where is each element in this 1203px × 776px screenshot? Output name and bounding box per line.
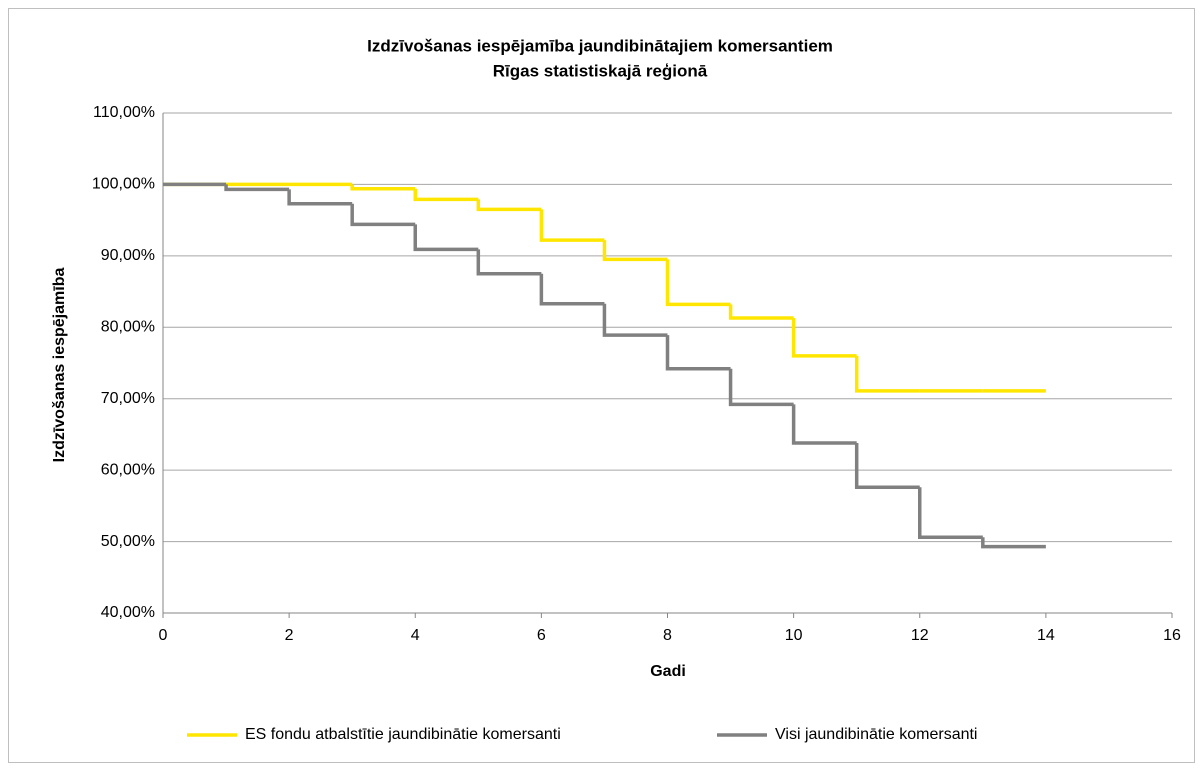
step-segment	[476, 249, 542, 276]
step-segment	[665, 259, 731, 307]
step-segment	[350, 203, 416, 227]
step-segment	[728, 368, 794, 407]
step-segment	[854, 355, 920, 393]
step-segment	[539, 209, 605, 242]
legend-label: ES fondu atbalstītie jaundibinātie komer…	[245, 726, 561, 743]
chart-title: Izdzīvošanas iespējamība jaundibinātajie…	[367, 36, 833, 55]
y-tick-label: 100,00%	[92, 176, 155, 193]
step-segment	[476, 199, 542, 212]
y-tick-label: 50,00%	[101, 533, 155, 550]
step-segment	[854, 443, 920, 490]
y-tick-label: 110,00%	[93, 104, 155, 121]
legend-label: Visi jaundibinātie komersanti	[775, 726, 977, 743]
step-segment	[602, 240, 668, 262]
x-tick-label: 8	[663, 627, 672, 644]
y-tick-label: 80,00%	[101, 319, 155, 336]
step-segment	[539, 273, 605, 306]
step-segment	[413, 224, 479, 252]
y-tick-label: 70,00%	[101, 390, 155, 407]
x-tick-label: 16	[1163, 627, 1181, 644]
step-segment	[350, 184, 416, 191]
step-segment	[602, 303, 668, 337]
step-segment	[728, 304, 794, 320]
step-segment	[287, 189, 353, 206]
x-tick-label: 6	[537, 627, 546, 644]
y-axis-label: Izdzīvošanas iespējamība	[51, 268, 68, 463]
x-tick-label: 0	[159, 627, 168, 644]
x-tick-label: 14	[1037, 627, 1055, 644]
step-segment	[981, 537, 1046, 549]
step-segment	[918, 487, 983, 540]
step-segment	[791, 404, 857, 445]
x-tick-label: 4	[411, 627, 420, 644]
y-tick-label: 40,00%	[101, 604, 155, 621]
chart-title: Rīgas statistiskajā reģionā	[493, 61, 708, 80]
x-tick-label: 12	[911, 627, 929, 644]
x-tick-label: 10	[785, 627, 803, 644]
x-tick-label: 2	[285, 627, 294, 644]
step-segment	[665, 335, 731, 371]
step-segment	[791, 318, 857, 358]
step-segment	[413, 188, 479, 202]
chart-border	[8, 8, 1195, 763]
y-tick-label: 60,00%	[101, 461, 155, 478]
step-segment	[224, 184, 290, 192]
x-axis-label: Gadi	[650, 663, 686, 680]
y-tick-label: 90,00%	[101, 247, 155, 264]
